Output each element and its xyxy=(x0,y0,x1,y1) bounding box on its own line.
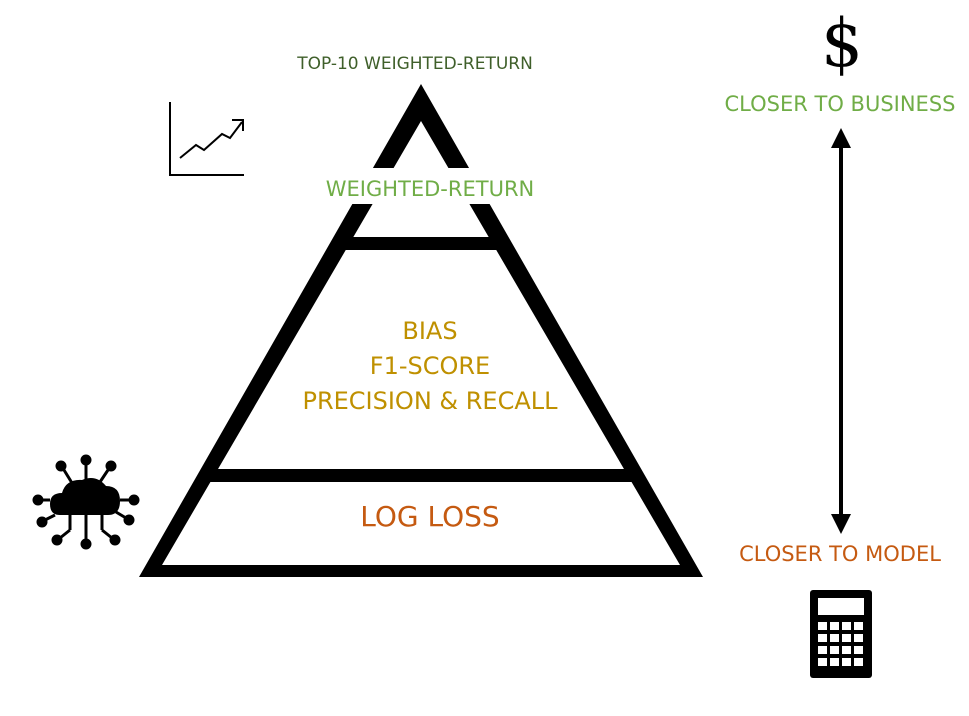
separator-upper xyxy=(337,237,505,250)
trend-chart-icon xyxy=(169,102,244,176)
bias-label: BIAS xyxy=(402,317,458,345)
precision-recall-label: PRECISION & RECALL xyxy=(302,387,558,415)
f1-score-label: F1-SCORE xyxy=(369,352,491,380)
closer-to-model-label: CLOSER TO MODEL xyxy=(739,542,941,566)
tip-gap xyxy=(330,168,515,204)
closer-to-business-label: CLOSER TO BUSINESS xyxy=(724,92,956,116)
business-model-arrow xyxy=(831,128,851,534)
log-loss-label: LOG LOSS xyxy=(360,500,500,533)
separator-lower xyxy=(206,469,637,482)
weighted-return-label: WEIGHTED-RETURN xyxy=(325,177,535,201)
top-weighted-return-label: TOP-10 WEIGHTED-RETURN xyxy=(297,54,533,74)
cloud-network-icon xyxy=(32,454,140,550)
metrics-level: BIAS F1-SCORE PRECISION & RECALL xyxy=(260,314,600,419)
dollar-icon: $ xyxy=(821,5,863,82)
calculator-icon xyxy=(810,590,872,678)
